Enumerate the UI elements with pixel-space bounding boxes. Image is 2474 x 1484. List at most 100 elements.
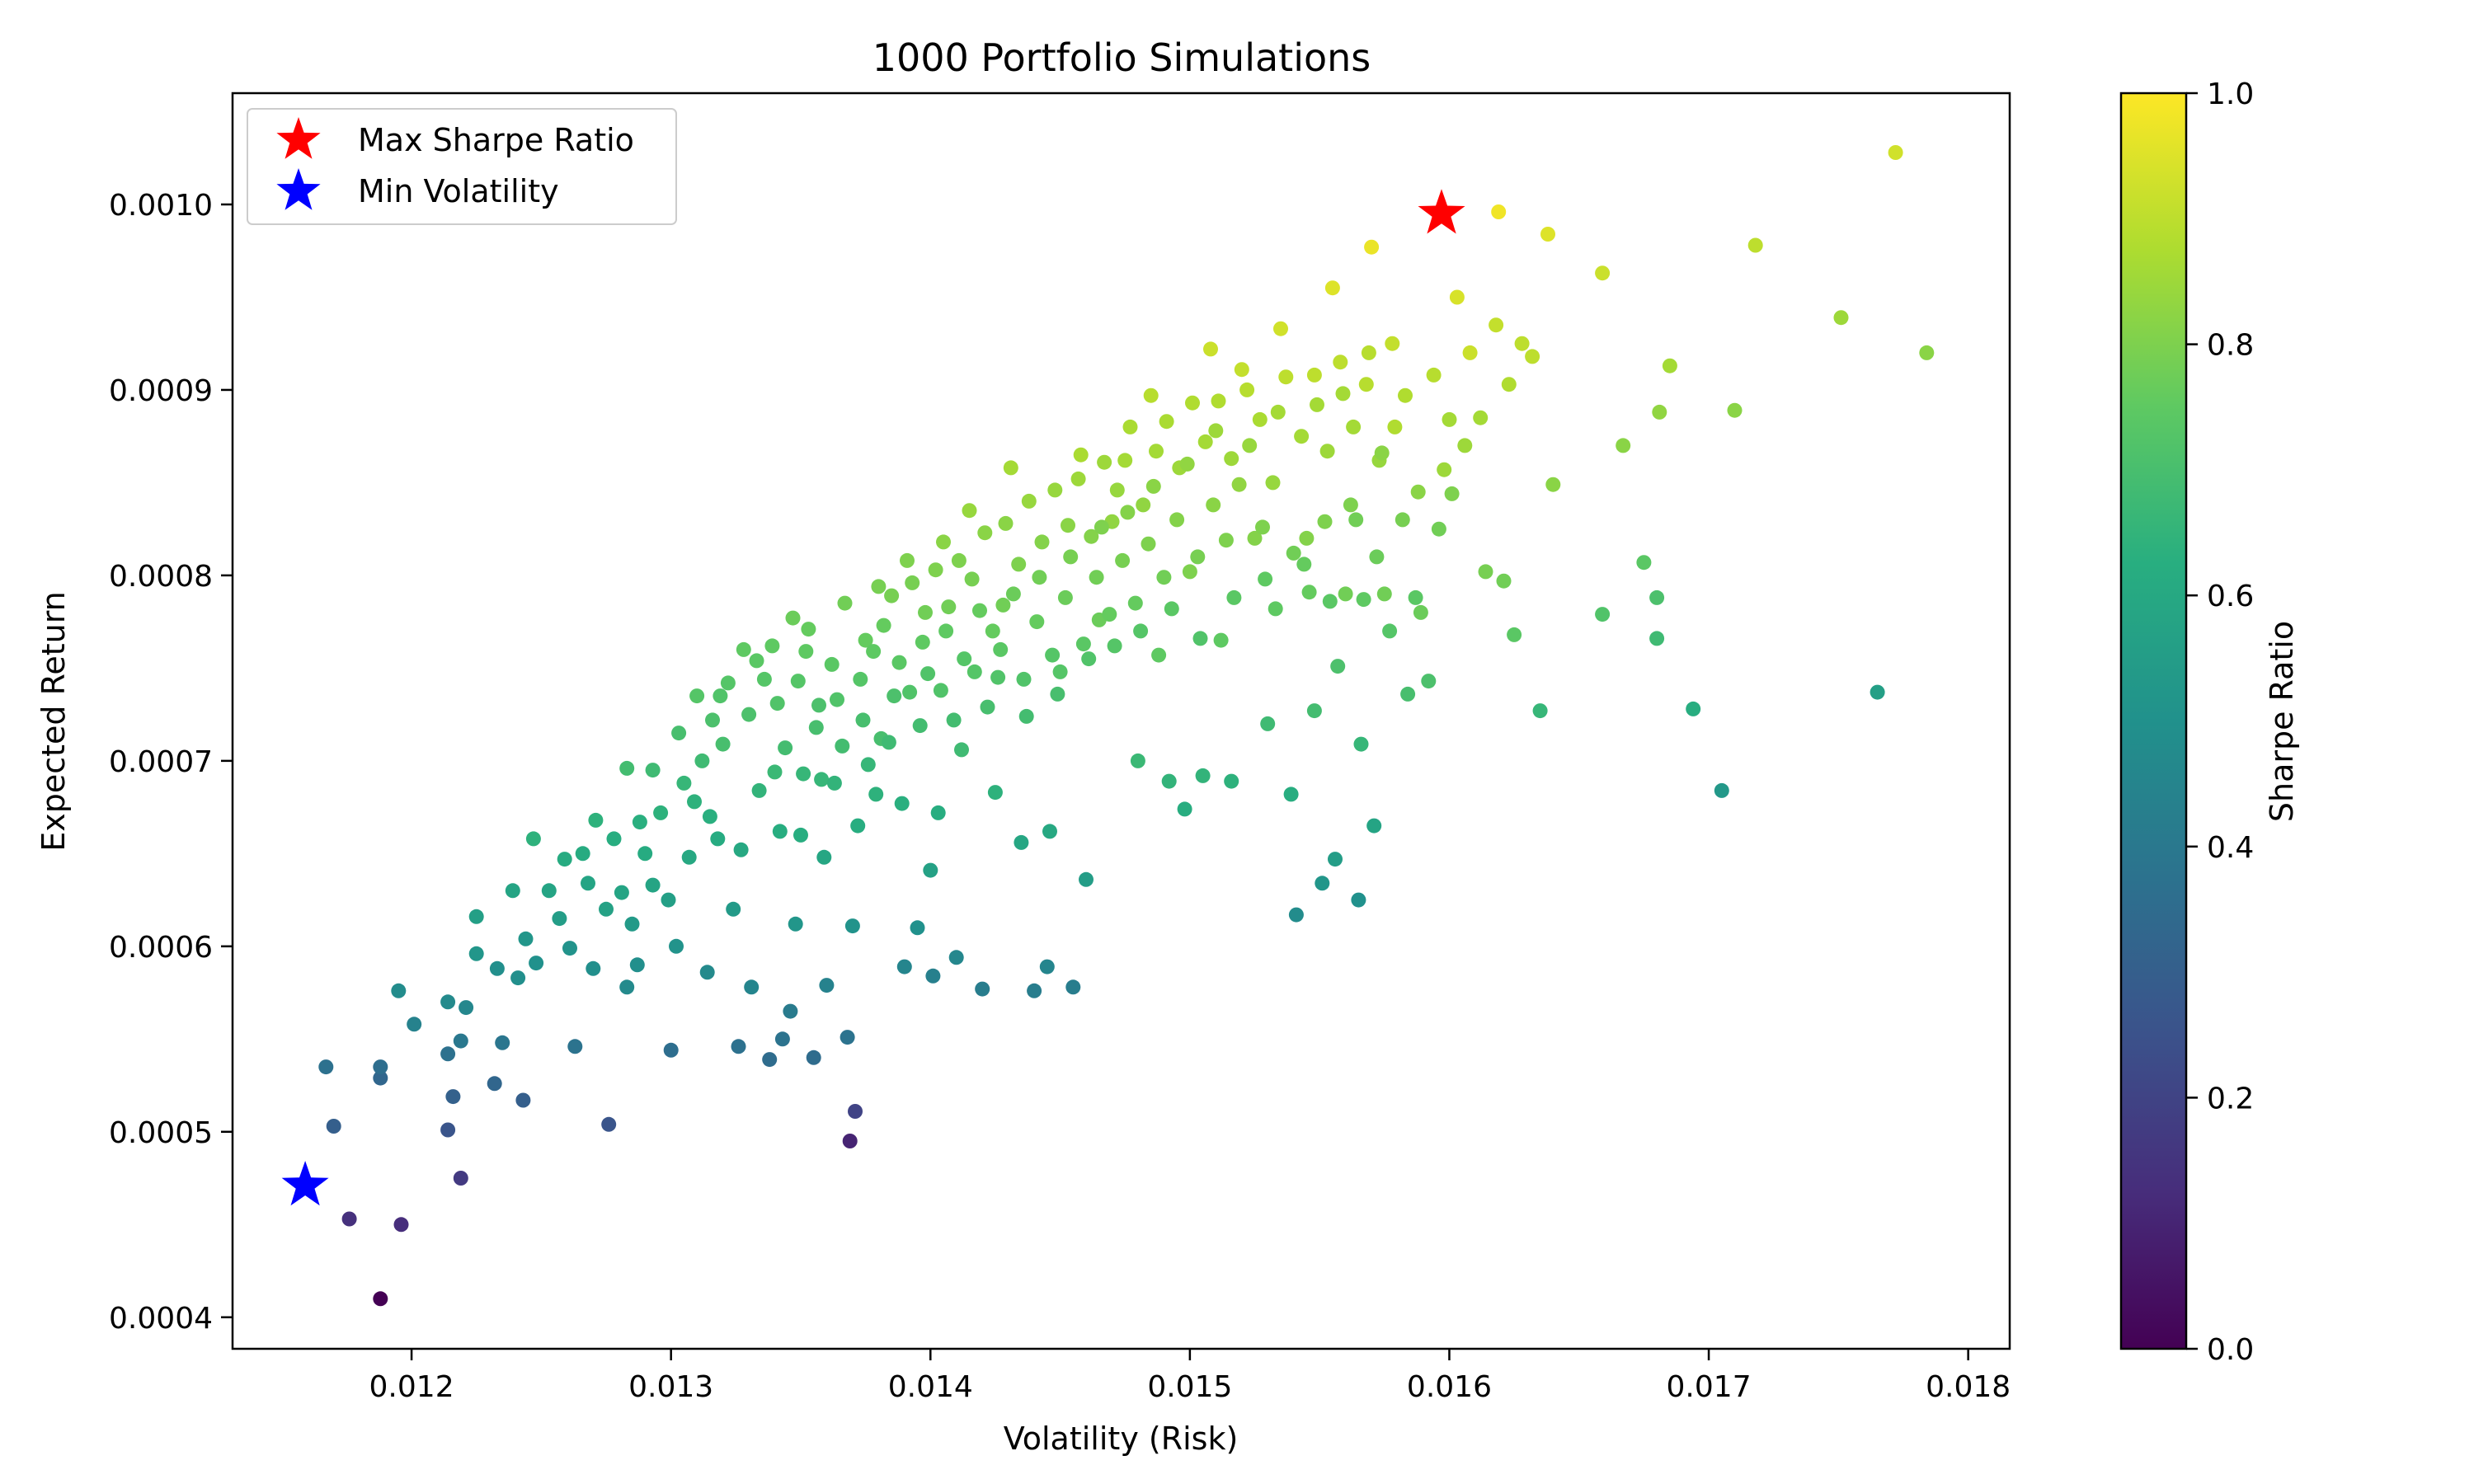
scatter-point xyxy=(1081,651,1097,667)
scatter-point xyxy=(987,785,1003,801)
scatter-point xyxy=(1226,589,1242,605)
scatter-point xyxy=(541,883,557,899)
scatter-point xyxy=(1444,486,1460,501)
scatter-point xyxy=(1149,444,1164,459)
scatter-point xyxy=(1400,686,1416,702)
scatter-point xyxy=(1532,703,1548,719)
scatter-point xyxy=(663,1042,679,1058)
scatter-point xyxy=(844,918,860,934)
scatter-point xyxy=(518,931,534,946)
scatter-point xyxy=(1398,387,1413,403)
scatter-point xyxy=(557,852,572,867)
legend-box xyxy=(247,108,677,225)
scatter-point xyxy=(816,849,832,865)
scatter-point xyxy=(923,862,938,878)
scatter-point xyxy=(848,1104,863,1119)
scatter-point xyxy=(1270,404,1286,420)
scatter-point xyxy=(855,712,871,728)
scatter-point xyxy=(733,842,749,857)
colorbar-tick-label: 1.0 xyxy=(2207,77,2254,111)
scatter-point xyxy=(1268,601,1283,617)
scatter-point xyxy=(824,656,840,672)
scatter-point xyxy=(887,688,902,704)
scatter-point xyxy=(1356,592,1371,608)
scatter-point xyxy=(910,920,925,936)
scatter-point xyxy=(868,787,884,802)
x-tick-label: 0.012 xyxy=(369,1370,454,1404)
scatter-point xyxy=(1063,549,1079,565)
scatter-point xyxy=(1395,512,1410,528)
scatter-point xyxy=(1018,708,1034,724)
scatter-point xyxy=(850,818,866,834)
scatter-point xyxy=(1514,336,1530,351)
scatter-point xyxy=(373,1291,388,1307)
scatter-point xyxy=(1278,369,1294,385)
scatter-point xyxy=(637,846,653,862)
scatter-point xyxy=(871,579,887,594)
scatter-point xyxy=(1346,419,1362,434)
scatter-point xyxy=(1387,419,1403,434)
scatter-point xyxy=(1299,530,1315,546)
scatter-point xyxy=(1870,684,1885,700)
scatter-point xyxy=(933,683,948,698)
colorbar-tick-label: 0.0 xyxy=(2207,1333,2254,1367)
scatter-point xyxy=(1016,671,1032,687)
scatter-point xyxy=(741,707,757,722)
scatter-point xyxy=(1089,570,1104,585)
scatter-point xyxy=(341,1211,357,1227)
x-tick-label: 0.016 xyxy=(1407,1370,1492,1404)
scatter-point xyxy=(699,965,715,980)
scatter-point xyxy=(1301,585,1317,600)
scatter-point xyxy=(1122,419,1138,434)
scatter-point xyxy=(1120,505,1136,520)
scatter-point xyxy=(1014,834,1029,850)
scatter-point xyxy=(1449,289,1465,305)
scatter-point xyxy=(762,1052,778,1068)
scatter-point xyxy=(1294,429,1310,444)
scatter-point xyxy=(977,525,993,541)
colorbar-tick-label: 0.8 xyxy=(2207,329,2254,363)
y-tick-label: 0.0004 xyxy=(109,1302,213,1336)
scatter-point xyxy=(946,712,962,728)
scatter-point xyxy=(860,757,876,773)
scatter-point xyxy=(1195,768,1211,783)
scatter-point xyxy=(661,892,676,908)
scatter-point xyxy=(645,877,661,893)
scatter-point xyxy=(1306,367,1322,383)
scatter-point xyxy=(998,515,1014,531)
scatter-point xyxy=(769,696,785,711)
x-axis-label: Volatility (Risk) xyxy=(1004,1421,1239,1457)
scatter-point xyxy=(619,760,635,776)
scatter-point xyxy=(1034,534,1050,550)
scatter-point xyxy=(835,738,850,754)
scatter-point xyxy=(1127,595,1143,611)
scatter-point xyxy=(900,552,915,568)
scatter-point xyxy=(629,957,645,973)
scatter-point xyxy=(948,950,964,965)
scatter-point xyxy=(1888,145,1903,160)
data-points xyxy=(318,145,1935,1307)
scatter-point xyxy=(562,941,577,956)
scatter-point xyxy=(985,623,1000,639)
scatter-point xyxy=(694,753,710,768)
scatter-point xyxy=(720,675,736,691)
plot-frame xyxy=(231,92,2011,1350)
scatter-point xyxy=(1255,519,1270,535)
scatter-point xyxy=(930,805,946,820)
scatter-point xyxy=(858,632,873,648)
scatter-point xyxy=(1410,484,1426,500)
scatter-point xyxy=(510,970,526,986)
scatter-point xyxy=(842,1134,858,1148)
scatter-point xyxy=(606,831,622,847)
scatter-point xyxy=(632,815,647,830)
scatter-point xyxy=(440,1046,456,1062)
scatter-point xyxy=(702,809,717,824)
y-tick-label: 0.0010 xyxy=(109,189,213,223)
scatter-point xyxy=(920,666,936,682)
scatter-point xyxy=(1094,519,1109,535)
star-icon xyxy=(276,168,321,210)
scatter-point xyxy=(669,938,684,954)
scatter-point xyxy=(1057,589,1073,605)
scatter-point xyxy=(830,692,844,707)
scatter-point xyxy=(1151,647,1167,663)
